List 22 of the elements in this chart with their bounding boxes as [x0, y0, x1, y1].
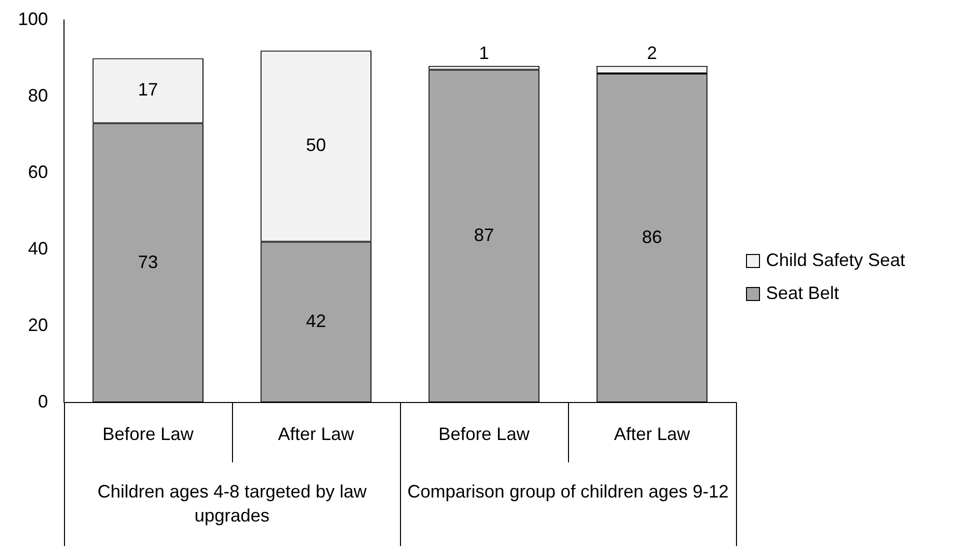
- y-tick-label: 20: [28, 314, 48, 335]
- x-tick-label: After Law: [614, 424, 692, 444]
- data-label: 1: [479, 42, 490, 63]
- text: Comparison group of children ages 9-12: [407, 481, 729, 502]
- x-tick-label: Before Law: [438, 424, 531, 444]
- y-tick-label: 80: [28, 85, 48, 106]
- data-label: 2: [646, 42, 658, 63]
- data-label: 86: [642, 226, 662, 247]
- text: Children ages 4-8 targeted by law upgrades: [97, 481, 368, 526]
- legend-label: Child Safety Seat: [766, 250, 906, 271]
- legend-label: Seat Belt: [766, 283, 840, 304]
- y-tick-label: 100: [18, 8, 48, 29]
- y-tick-label: 60: [28, 162, 48, 182]
- y-tick-label: 0: [38, 391, 48, 412]
- data-label: 50: [306, 135, 326, 156]
- data-label: 42: [306, 311, 326, 332]
- data-label: 17: [138, 80, 158, 100]
- y-tick-label: 40: [28, 238, 48, 258]
- data-label: 73: [138, 252, 158, 272]
- x-tick-label: Before Law: [102, 424, 195, 444]
- x-tick-label: After Law: [278, 424, 356, 444]
- data-label: 87: [474, 225, 494, 246]
